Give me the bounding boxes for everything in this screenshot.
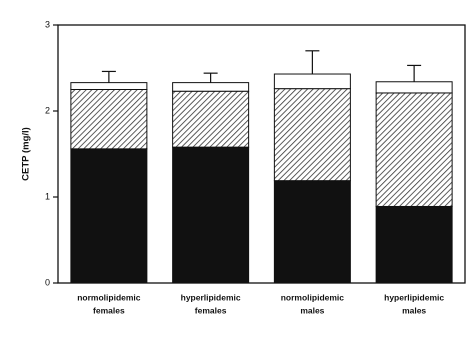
plot-frame bbox=[57, 24, 466, 284]
x-tick-label: males bbox=[300, 305, 324, 315]
y-tick-label: 2 bbox=[45, 105, 50, 115]
x-tick-label: males bbox=[402, 305, 426, 315]
bar-segment bbox=[375, 92, 453, 207]
bar-segment bbox=[375, 81, 453, 94]
bar-segment bbox=[375, 205, 453, 284]
x-tick-label: females bbox=[195, 305, 227, 315]
error-bar bbox=[101, 70, 116, 83]
bar-segment bbox=[70, 82, 148, 91]
y-tick-label: 1 bbox=[45, 191, 50, 201]
bar-segment bbox=[273, 73, 351, 90]
x-tick-label: normolipidemic bbox=[77, 292, 141, 302]
bar-segment bbox=[172, 146, 250, 284]
y-tick-label: 0 bbox=[45, 277, 50, 287]
x-tick-label: females bbox=[93, 305, 125, 315]
bar-segment bbox=[172, 82, 250, 92]
x-tick-label: hyperlipidemic bbox=[384, 292, 444, 302]
bar-segment bbox=[70, 148, 148, 284]
y-axis-label: CETP (mg/l) bbox=[21, 127, 32, 181]
error-bar bbox=[305, 50, 320, 75]
bar-segment bbox=[273, 180, 351, 284]
y-tick-label: 3 bbox=[45, 19, 50, 29]
error-bar bbox=[407, 64, 422, 82]
bar-segment bbox=[273, 88, 351, 182]
error-bar bbox=[203, 72, 218, 83]
x-tick-label: hyperlipidemic bbox=[181, 292, 241, 302]
bar-segment bbox=[70, 89, 148, 150]
bar-segment bbox=[172, 90, 250, 148]
x-tick-label: normolipidemic bbox=[281, 292, 345, 302]
